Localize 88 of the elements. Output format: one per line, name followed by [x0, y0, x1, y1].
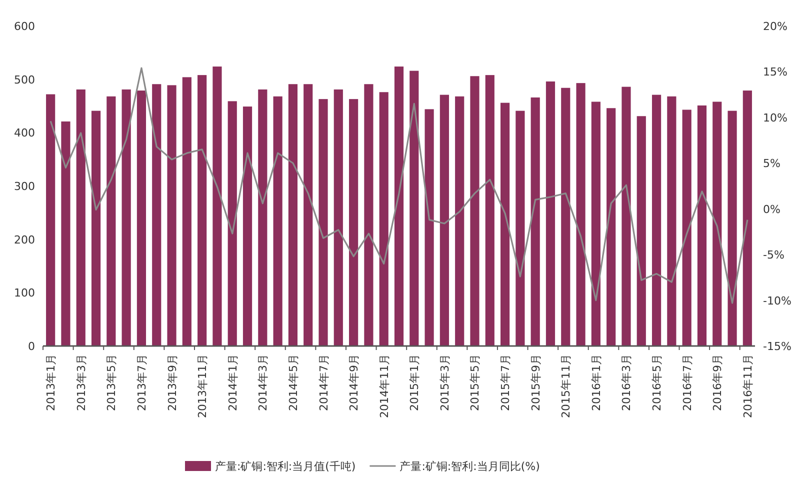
y2-tick-label: 5%: [763, 157, 780, 170]
bar: [349, 99, 358, 346]
x-tick-label: 2014年3月: [256, 354, 270, 411]
y-tick-label: 100: [14, 286, 35, 300]
y2-tick-label: 15%: [763, 66, 788, 79]
bar: [122, 89, 131, 346]
bar: [500, 102, 510, 346]
bar: [636, 116, 646, 346]
bar: [288, 84, 298, 346]
bar: [622, 86, 631, 346]
x-tick-label: 2015年9月: [529, 354, 542, 411]
y2-tick-label: 10%: [763, 111, 788, 124]
y-tick-label: 400: [14, 126, 35, 140]
legend-label: 产量:矿铜:智利:当月同比(%): [400, 460, 540, 473]
y-tick-label: 500: [14, 73, 35, 86]
bar: [167, 85, 176, 346]
x-tick-label: 2013年7月: [135, 354, 148, 411]
bar: [546, 81, 556, 346]
bar: [242, 106, 252, 346]
x-tick-label: 2015年3月: [438, 354, 452, 411]
x-tick-label: 2013年11月: [196, 354, 210, 418]
bar: [61, 121, 70, 346]
bar: [470, 76, 480, 346]
bar: [410, 70, 419, 346]
bar: [606, 108, 616, 346]
x-tick-label: 2014年11月: [378, 354, 391, 418]
x-tick-label: 2014年5月: [286, 354, 300, 411]
bar: [228, 101, 237, 346]
x-tick-label: 2015年5月: [468, 354, 482, 411]
bar: [455, 96, 464, 346]
x-tick-label: 2014年9月: [348, 354, 361, 411]
bar: [682, 110, 692, 346]
bar: [530, 97, 540, 346]
bar: [198, 75, 207, 346]
x-tick-label: 2015年1月: [408, 354, 422, 411]
bar: [318, 99, 328, 346]
bar: [440, 94, 449, 346]
bar: [728, 110, 737, 346]
bar: [394, 66, 404, 346]
bar: [136, 90, 146, 346]
bar: [364, 84, 374, 346]
x-tick-label: 2016年5月: [650, 354, 664, 411]
y2-tick-label: -10%: [763, 294, 792, 308]
y-tick-label: 200: [14, 233, 35, 246]
x-tick-label: 2013年1月: [44, 354, 58, 411]
x-tick-label: 2014年1月: [226, 354, 240, 411]
bar: [485, 75, 494, 346]
y2-tick-label: 20%: [763, 20, 788, 33]
x-tick-label: 2013年5月: [105, 354, 118, 411]
bar: [697, 105, 707, 346]
x-tick-label: 2013年9月: [166, 354, 179, 411]
bar: [106, 96, 116, 346]
bar: [182, 77, 192, 346]
bar: [273, 96, 282, 346]
bar: [516, 110, 525, 346]
bar: [76, 89, 86, 346]
x-tick-label: 2013年3月: [74, 354, 88, 411]
x-tick-label: 2016年3月: [620, 354, 634, 411]
bar: [91, 110, 101, 346]
y2-tick-label: 0%: [763, 202, 780, 216]
x-tick-label: 2016年7月: [680, 354, 694, 411]
bar: [379, 92, 388, 346]
bar: [212, 66, 222, 346]
legend-label: 产量:矿铜:智利:当月值(千吨): [215, 460, 356, 473]
bar: [152, 84, 162, 346]
bar: [576, 83, 586, 346]
y2-tick-label: -5%: [763, 248, 784, 262]
bar: [304, 84, 313, 346]
bar: [258, 89, 268, 346]
y-tick-label: 0: [28, 340, 35, 353]
x-tick-label: 2015年11月: [560, 354, 573, 418]
x-tick-label: 2016年1月: [590, 354, 603, 411]
x-tick-label: 2015年7月: [499, 354, 512, 411]
y2-tick-label: -15%: [763, 340, 792, 353]
y-tick-label: 600: [14, 20, 35, 33]
bar: [46, 94, 56, 346]
bar: [742, 90, 752, 346]
bar: [667, 96, 676, 346]
bar: [561, 88, 570, 346]
bar: [712, 102, 722, 346]
bar: [334, 89, 343, 346]
bar: [591, 102, 600, 346]
y-tick-label: 300: [14, 180, 35, 193]
x-tick-label: 2016年11月: [741, 354, 754, 418]
bar: [652, 94, 662, 346]
x-tick-label: 2016年9月: [711, 354, 724, 411]
x-tick-label: 2014年7月: [317, 354, 330, 411]
bar: [424, 109, 434, 346]
